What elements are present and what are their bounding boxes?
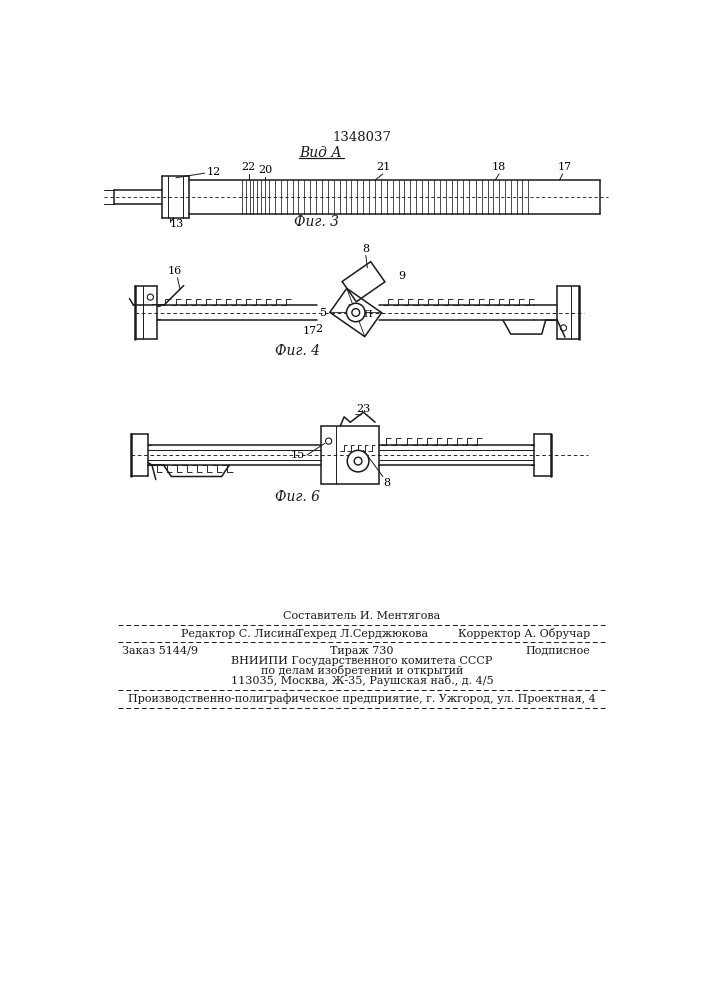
Text: 22: 22 — [242, 162, 256, 172]
Text: 23: 23 — [356, 404, 370, 414]
Text: П: П — [363, 310, 372, 319]
Text: Корректор А. Обручар: Корректор А. Обручар — [458, 628, 590, 639]
Text: Вид А: Вид А — [300, 146, 342, 160]
Text: Производственно-полиграфическое предприятие, г. Ужгород, ул. Проектная, 4: Производственно-полиграфическое предприя… — [128, 694, 596, 704]
Text: 17: 17 — [558, 162, 572, 172]
Text: Фиг. 6: Фиг. 6 — [275, 490, 320, 504]
Text: ВНИИПИ Государственного комитета СССР: ВНИИПИ Государственного комитета СССР — [231, 656, 493, 666]
Text: Тираж 730: Тираж 730 — [330, 646, 394, 656]
Text: 18: 18 — [492, 162, 506, 172]
Text: 5: 5 — [320, 308, 327, 318]
Text: Н: Н — [348, 304, 356, 313]
Text: Подписное: Подписное — [526, 646, 590, 656]
Text: Фиг. 4: Фиг. 4 — [275, 344, 320, 358]
Text: 15: 15 — [291, 450, 305, 460]
Circle shape — [347, 450, 369, 472]
Bar — [321, 426, 379, 484]
Text: 113035, Москва, Ж-35, Раушская наб., д. 4/5: 113035, Москва, Ж-35, Раушская наб., д. … — [230, 675, 493, 686]
Text: Фиг. 3: Фиг. 3 — [295, 215, 339, 229]
Text: 21: 21 — [375, 162, 390, 172]
Circle shape — [352, 309, 360, 316]
Text: Составитель И. Ментягова: Составитель И. Ментягова — [284, 611, 440, 621]
Circle shape — [346, 303, 365, 322]
Text: 2: 2 — [315, 324, 322, 334]
Text: 1348037: 1348037 — [332, 131, 392, 144]
Text: 9: 9 — [398, 271, 406, 281]
Text: 16: 16 — [168, 266, 182, 276]
Text: 13: 13 — [170, 219, 184, 229]
Text: Заказ 5144/9: Заказ 5144/9 — [122, 646, 198, 656]
Text: 17: 17 — [303, 326, 317, 336]
Text: 8: 8 — [362, 244, 369, 254]
Text: 8: 8 — [383, 478, 390, 488]
Text: Редактор С. Лисина: Редактор С. Лисина — [182, 629, 299, 639]
Text: Техред Л.Серджюкова: Техред Л.Серджюкова — [296, 629, 428, 639]
Circle shape — [354, 457, 362, 465]
Text: по делам изобретений и открытий: по делам изобретений и открытий — [261, 665, 463, 676]
Text: 20: 20 — [258, 165, 272, 175]
Text: 12: 12 — [206, 167, 221, 177]
